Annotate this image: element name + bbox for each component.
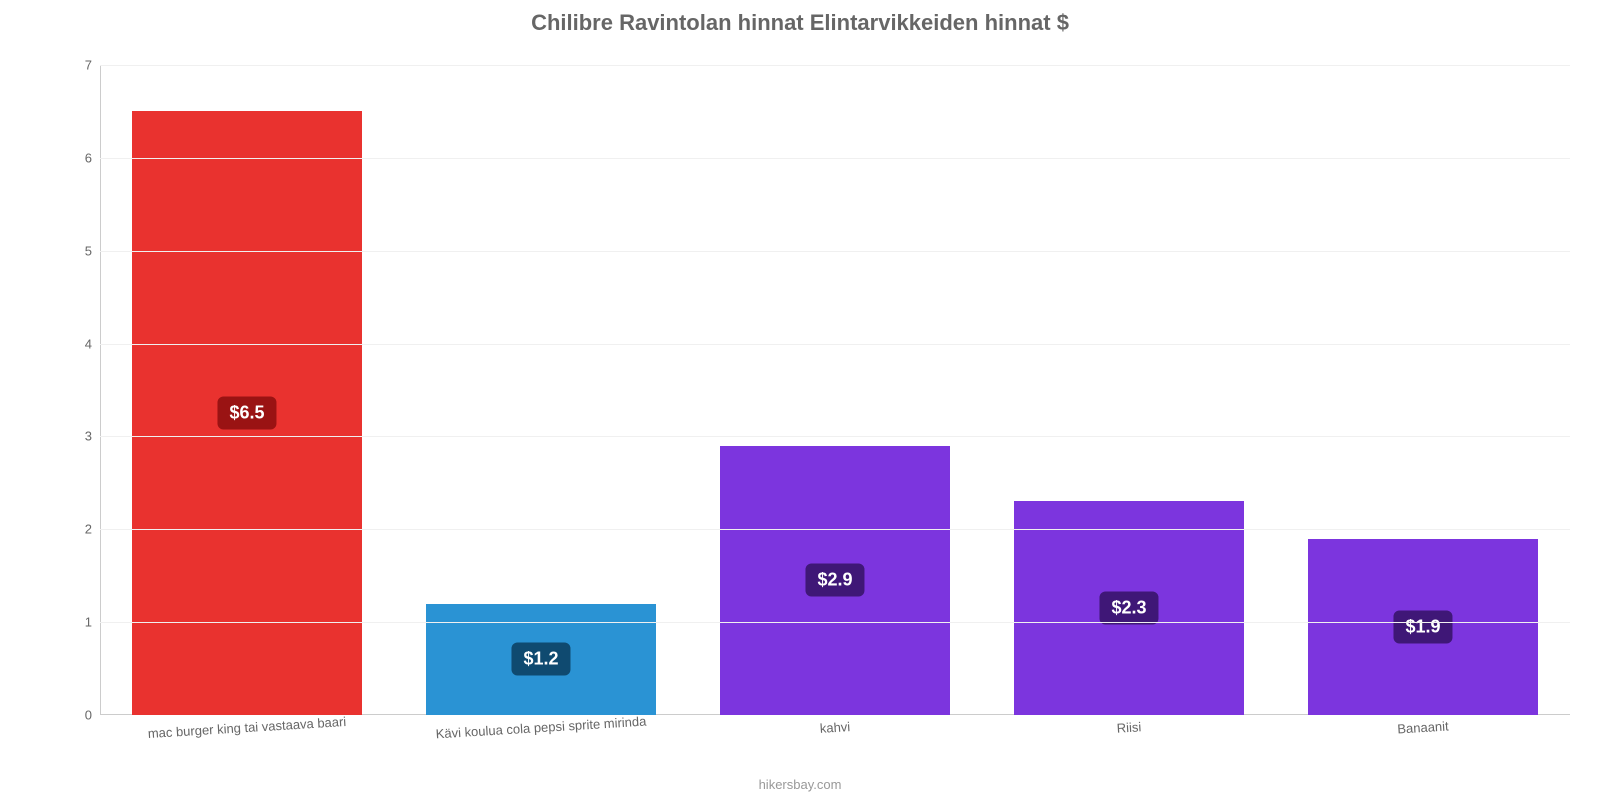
bar-slot: $1.9	[1276, 65, 1570, 715]
y-tick-label: 0	[62, 708, 92, 723]
y-tick-label: 7	[62, 58, 92, 73]
x-tick-label: kahvi	[688, 711, 982, 744]
bar-value-label: $1.2	[511, 643, 570, 676]
bar: $6.5	[132, 111, 361, 715]
x-tick-label: mac burger king tai vastaava baari	[100, 711, 394, 744]
chart-footer: hikersbay.com	[0, 777, 1600, 792]
x-tick-label: Kävi koulua cola pepsi sprite mirinda	[394, 711, 688, 744]
y-tick-label: 2	[62, 522, 92, 537]
x-tick-label: Banaanit	[1276, 711, 1570, 744]
x-tick-label: Riisi	[982, 711, 1276, 744]
bar-slot: $2.9	[688, 65, 982, 715]
bar-slot: $2.3	[982, 65, 1276, 715]
y-tick-label: 4	[62, 336, 92, 351]
bar-slot: $6.5	[100, 65, 394, 715]
price-bar-chart: Chilibre Ravintolan hinnat Elintarvikkei…	[0, 0, 1600, 800]
bar: $2.9	[720, 446, 949, 715]
bar-value-label: $6.5	[217, 397, 276, 430]
y-tick-label: 1	[62, 615, 92, 630]
y-tick-label: 3	[62, 429, 92, 444]
gridline	[100, 251, 1570, 252]
y-tick-label: 5	[62, 243, 92, 258]
bar-slot: $1.2	[394, 65, 688, 715]
gridline	[100, 436, 1570, 437]
gridline	[100, 622, 1570, 623]
plot-area: $6.5 $1.2 $2.9 $2.3 $1.9	[100, 65, 1570, 715]
x-axis-labels: mac burger king tai vastaava baariKävi k…	[100, 720, 1570, 735]
y-axis: 01234567	[60, 65, 100, 715]
gridline	[100, 529, 1570, 530]
bar-value-label: $2.3	[1099, 592, 1158, 625]
bars-group: $6.5 $1.2 $2.9 $2.3 $1.9	[100, 65, 1570, 715]
bar: $1.2	[426, 604, 655, 715]
y-tick-label: 6	[62, 150, 92, 165]
gridline	[100, 65, 1570, 66]
gridline	[100, 344, 1570, 345]
gridline	[100, 158, 1570, 159]
bar: $1.9	[1308, 539, 1537, 715]
bar-value-label: $2.9	[805, 564, 864, 597]
bar-value-label: $1.9	[1393, 610, 1452, 643]
bar: $2.3	[1014, 501, 1243, 715]
chart-title: Chilibre Ravintolan hinnat Elintarvikkei…	[0, 10, 1600, 36]
